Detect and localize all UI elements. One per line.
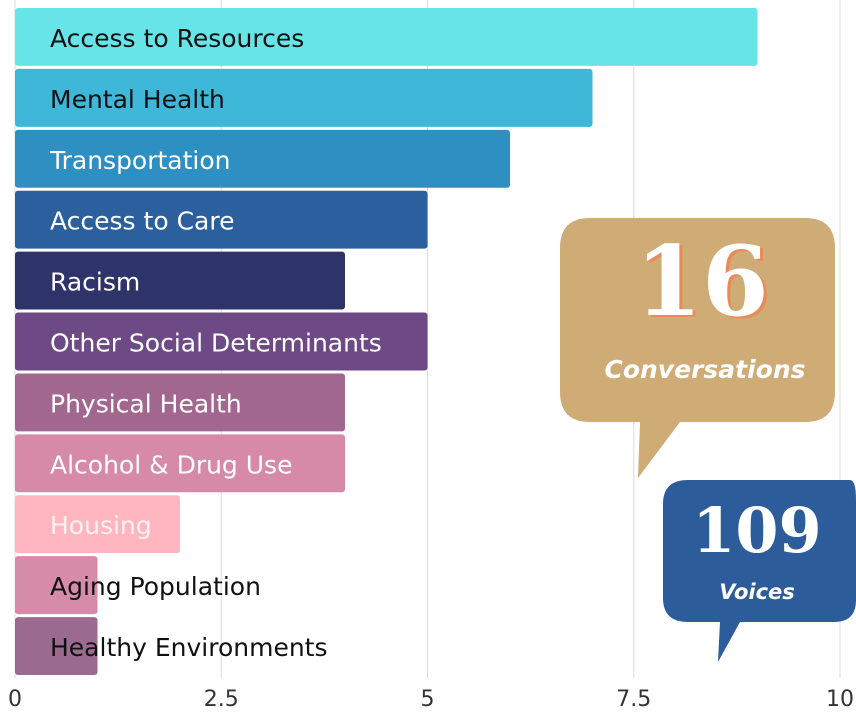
x-tick-label: 0 bbox=[8, 687, 22, 712]
category-label: Housing bbox=[50, 511, 152, 540]
bars: Access to Resources Mental Health Transpor… bbox=[15, 8, 758, 675]
category-label: Transportation bbox=[49, 146, 231, 175]
x-tick-label: 5 bbox=[421, 687, 435, 712]
callout-bubble bbox=[560, 218, 835, 478]
x-tick-label: 2.5 bbox=[204, 687, 239, 712]
bar bbox=[15, 495, 180, 554]
voices-callout: 109 Voices bbox=[663, 480, 856, 662]
callout-number: 109 bbox=[692, 494, 821, 567]
callout-label: Conversations bbox=[604, 355, 805, 384]
category-label: Other Social Determinants bbox=[50, 329, 382, 358]
x-tick-label: 7.5 bbox=[616, 687, 651, 712]
bar bbox=[15, 251, 345, 310]
category-label: Racism bbox=[50, 268, 140, 297]
bar bbox=[15, 8, 758, 66]
category-label: Alcohol & Drug Use bbox=[50, 450, 292, 479]
callout-number: 16 bbox=[635, 225, 769, 338]
callout-bubble bbox=[663, 480, 856, 662]
bar bbox=[15, 68, 593, 127]
bar bbox=[15, 312, 428, 371]
callout-label: Voices bbox=[719, 580, 795, 604]
category-label: Access to Resources bbox=[50, 24, 304, 53]
category-label: Access to Care bbox=[50, 207, 234, 236]
conversations-callout: 16 Conversations bbox=[560, 218, 835, 478]
bar bbox=[15, 617, 98, 675]
bar bbox=[15, 129, 510, 188]
category-label: Aging Population bbox=[50, 572, 261, 601]
bar bbox=[15, 373, 345, 432]
bar bbox=[15, 556, 98, 615]
category-label: Healthy Environments bbox=[50, 633, 328, 662]
bar bbox=[15, 190, 428, 249]
x-tick-label: 10 bbox=[826, 687, 854, 712]
category-label: Physical Health bbox=[50, 389, 242, 418]
bar bbox=[15, 434, 345, 493]
category-label: Mental Health bbox=[50, 85, 225, 114]
